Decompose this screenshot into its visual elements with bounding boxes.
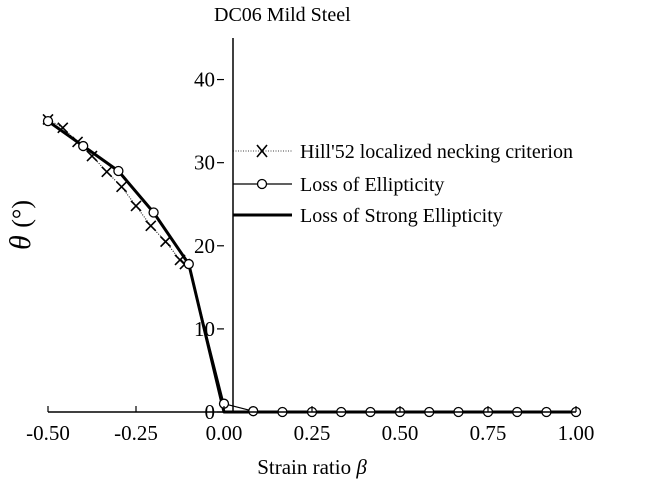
y-axis-label-symbol: θ [4,235,37,250]
y-axis-label: θ (°) [4,200,37,250]
data-point-circle [183,258,194,270]
legend-label-strong-ellipticity: Loss of Strong Ellipticity [300,205,503,227]
legend: Hill'52 localized necking criterion Loss… [233,141,573,227]
x-tick-label: 0.50 [382,421,419,445]
data-point-circle [148,207,159,218]
x-tick-label: -0.50 [26,421,70,445]
legend-label-hill52: Hill'52 localized necking criterion [300,141,573,163]
y-tick-label: 0 [205,400,216,424]
data-point-circle [78,140,89,152]
y-axis-label-unit: (°) [7,200,36,228]
x-axis-label-text: Strain ratio [257,455,351,479]
y-ticks: 0 10 20 30 40 [194,68,224,424]
x-axis-label-symbol: β [355,455,367,479]
data-point-circle [113,165,124,177]
data-point-circle [248,406,259,417]
series-line [47,119,576,414]
data-point-x [116,181,128,193]
x-tick-label: 1.00 [558,421,595,445]
data-point-x [57,122,69,134]
x-ticks: -0.50 -0.25 0.00 0.25 0.50 0.75 1.00 [26,406,594,445]
series-line [47,120,576,413]
x-tick-label: 0.75 [470,421,507,445]
y-tick-label: 40 [194,68,215,92]
x-axis-label: Strain ratio β [257,455,367,479]
legend-marker-hill52 [256,144,268,158]
x-tick-label: 0.25 [294,421,331,445]
legend-label-ellipticity: Loss of Ellipticity [300,174,444,196]
chart-title: DC06 Mild Steel [214,4,351,26]
x-tick-label: -0.25 [114,421,158,445]
data-point-x [160,236,172,248]
x-tick-label: 0.00 [206,421,243,445]
data-point-circle [42,115,54,127]
data-point-x [86,150,98,162]
data-point-x [130,200,142,212]
y-tick-label: 10 [194,317,215,341]
y-tick-label: 30 [194,151,215,175]
legend-marker-ellipticity [256,178,268,190]
y-tick-label: 20 [194,234,215,258]
data-point-x [145,220,157,232]
data-point-x [101,166,113,178]
